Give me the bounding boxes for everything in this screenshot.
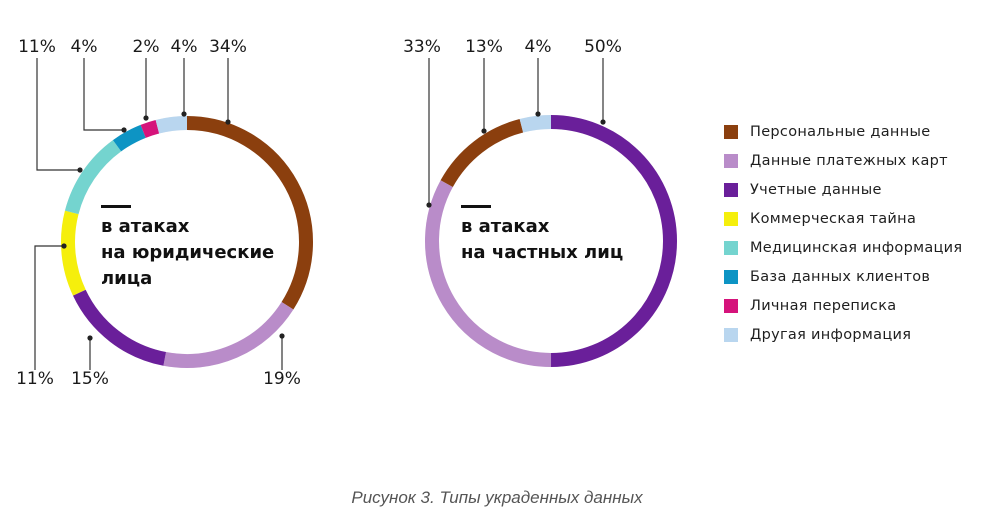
center-title-line: лица bbox=[101, 268, 152, 289]
legend-label: Личная переписка bbox=[750, 297, 897, 314]
donut-slice bbox=[440, 118, 524, 188]
leader-line bbox=[83, 58, 124, 131]
leader-marker bbox=[535, 111, 541, 117]
slice-percent-label: 50% bbox=[584, 37, 622, 57]
legend-item: Коммерческая тайна bbox=[724, 204, 962, 233]
legend-label: Персональные данные bbox=[750, 123, 931, 140]
center-title: в атаках на юридические лица bbox=[101, 216, 274, 289]
slice-percent-label: 15% bbox=[71, 369, 109, 389]
slice-percent-label: 4% bbox=[71, 37, 98, 57]
donut-slice bbox=[163, 301, 294, 368]
donut-slice bbox=[186, 116, 313, 310]
slice-percent-label: 13% bbox=[465, 37, 503, 57]
slice-percent-label: 19% bbox=[263, 369, 301, 389]
legend-item: Персональные данные bbox=[724, 117, 962, 146]
legend-swatch bbox=[724, 182, 738, 197]
leader-marker bbox=[279, 333, 285, 339]
legend-label: Медицинская информация bbox=[750, 239, 963, 256]
legend-swatch bbox=[724, 124, 738, 139]
legend-item: Другая информация bbox=[724, 320, 962, 349]
leader-marker bbox=[143, 115, 149, 121]
legend-swatch bbox=[724, 211, 738, 226]
center-title-line: в атаках bbox=[461, 216, 550, 237]
donut-slice bbox=[425, 180, 552, 367]
center-title: в атаках на частных лиц bbox=[461, 216, 623, 263]
donut-slice bbox=[73, 289, 167, 366]
donut-chart-1: 34% 19% 15% 11% 11% 4% 2% 4% в атаках на юридичес… bbox=[16, 37, 313, 389]
slice-percent-label: 4% bbox=[525, 37, 552, 57]
title-accent-bar bbox=[461, 205, 491, 208]
legend-item: Данные платежных карт bbox=[724, 146, 962, 175]
donut-slice bbox=[550, 115, 678, 367]
slice-percent-label: 2% bbox=[133, 37, 160, 57]
slice-percent-label: 33% bbox=[403, 37, 441, 57]
leader-marker bbox=[600, 119, 606, 125]
donut-slice bbox=[519, 115, 552, 133]
legend-swatch bbox=[724, 269, 738, 284]
donut-slice bbox=[112, 124, 146, 152]
legend-item: Медицинская информация bbox=[724, 233, 962, 262]
leader-marker bbox=[121, 127, 127, 133]
slice-percent-label: 11% bbox=[18, 37, 56, 57]
center-title-line: на частных лиц bbox=[461, 242, 623, 263]
legend-item: Учетные данные bbox=[724, 175, 962, 204]
leader-marker bbox=[225, 119, 231, 125]
leader-line bbox=[34, 245, 64, 370]
center-title-line: в атаках bbox=[101, 216, 190, 237]
donut-slice bbox=[61, 210, 86, 296]
legend-swatch bbox=[724, 153, 738, 168]
leader-marker bbox=[61, 243, 67, 249]
legend-item: Личная переписка bbox=[724, 291, 962, 320]
title-accent-bar bbox=[101, 205, 131, 208]
legend-label: Данные платежных карт bbox=[750, 152, 948, 169]
slice-percent-label: 34% bbox=[209, 37, 247, 57]
center-title-line: на юридические bbox=[101, 242, 274, 263]
figure-caption: Рисунок 3. Типы украденных данных bbox=[351, 488, 643, 507]
donut-slice bbox=[64, 140, 122, 215]
slice-percent-label: 11% bbox=[16, 369, 54, 389]
legend-label: Учетные данные bbox=[750, 181, 882, 198]
legend-item: База данных клиентов bbox=[724, 262, 962, 291]
legend-swatch bbox=[724, 327, 738, 342]
legend-label: База данных клиентов bbox=[750, 268, 931, 285]
slice-percent-label: 4% bbox=[171, 37, 198, 57]
leader-marker bbox=[77, 167, 83, 173]
leader-line bbox=[36, 58, 80, 171]
leader-marker bbox=[481, 128, 487, 134]
legend-label: Другая информация bbox=[750, 326, 912, 343]
leader-marker bbox=[181, 111, 187, 117]
donut-slice bbox=[155, 116, 188, 134]
leader-marker bbox=[426, 202, 432, 208]
legend-swatch bbox=[724, 298, 738, 313]
leader-marker bbox=[87, 335, 93, 341]
donut-slice bbox=[140, 119, 160, 138]
legend: Персональные данные Данные платежных кар… bbox=[724, 117, 962, 349]
legend-swatch bbox=[724, 240, 738, 255]
donut-chart-2: 50% 33% 13% 4% в атаках на частных лиц bbox=[403, 37, 678, 367]
legend-label: Коммерческая тайна bbox=[750, 210, 917, 227]
